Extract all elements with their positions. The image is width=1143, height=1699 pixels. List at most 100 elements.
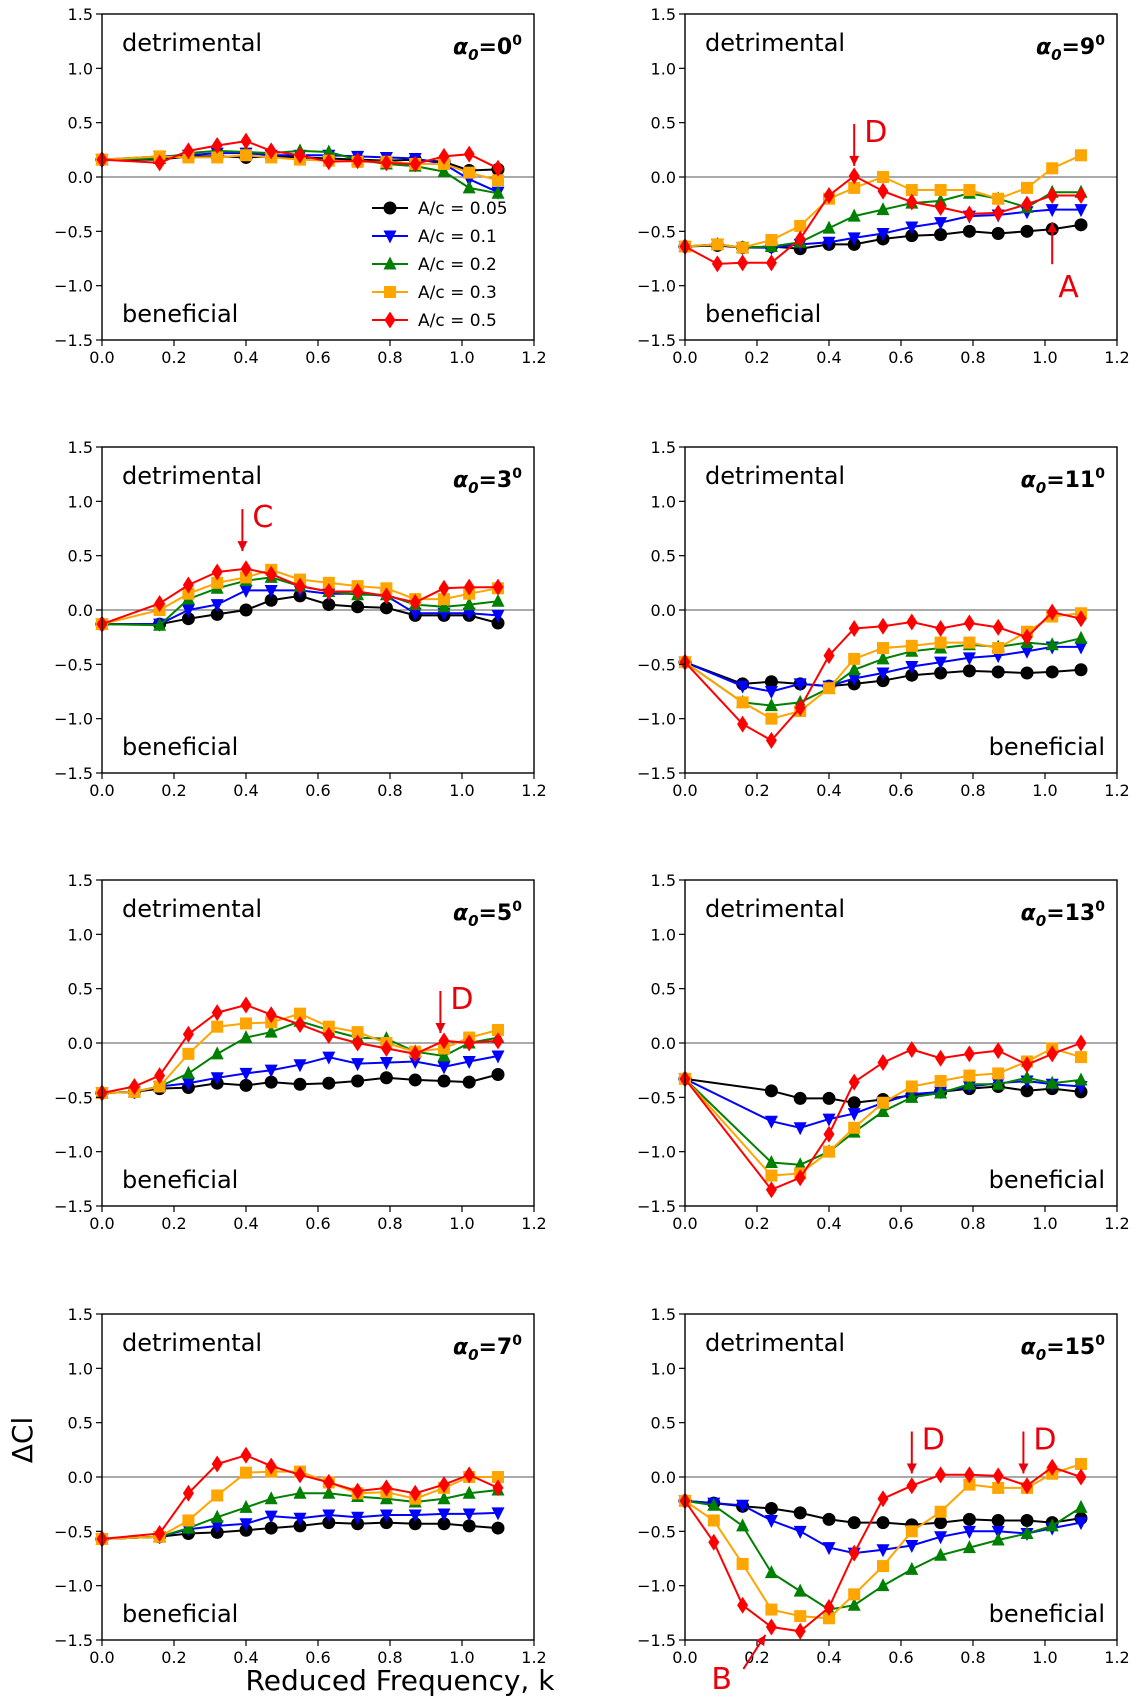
detrimental-label: detrimental <box>705 29 845 57</box>
annotation-letter: D <box>450 982 473 1017</box>
x-tick-label: 0.8 <box>377 348 402 367</box>
data-point <box>240 149 252 162</box>
x-tick-label: 1.0 <box>449 1648 474 1667</box>
data-point <box>991 1513 1005 1527</box>
data-point <box>962 652 976 666</box>
data-point <box>239 1030 253 1044</box>
data-point <box>963 1466 975 1484</box>
data-point <box>437 1508 451 1522</box>
y-tick-label: 0.0 <box>68 1468 93 1487</box>
data-point <box>905 229 919 243</box>
data-point <box>765 1169 778 1182</box>
x-tick-label: 0.2 <box>161 348 186 367</box>
data-point <box>379 601 393 615</box>
data-point <box>264 584 278 598</box>
data-point <box>239 1078 253 1092</box>
detrimental-label: detrimental <box>122 29 262 57</box>
data-point <box>462 1075 476 1089</box>
data-point <box>491 609 505 623</box>
y-tick-label: 1.5 <box>68 871 93 890</box>
data-point <box>437 599 451 613</box>
alpha-label: α0=110 <box>1021 466 1106 497</box>
beneficial-label: beneficial <box>989 1600 1105 1628</box>
data-point <box>736 1499 750 1513</box>
data-point <box>1045 1075 1059 1089</box>
data-point <box>764 686 778 699</box>
data-point <box>264 593 278 607</box>
data-point <box>1075 610 1087 628</box>
data-point <box>1075 186 1087 204</box>
y-axis-label: ΔCl <box>6 1417 39 1463</box>
data-point <box>877 171 889 183</box>
data-point <box>934 217 948 231</box>
y-tick-label: −0.5 <box>637 1522 676 1541</box>
data-point <box>764 675 778 689</box>
x-tick-label: 1.0 <box>1032 348 1057 367</box>
data-point <box>492 1023 504 1036</box>
data-point <box>765 1618 777 1636</box>
data-point <box>876 1544 890 1558</box>
data-point <box>293 1059 307 1073</box>
x-tick-label: 0.8 <box>960 1214 985 1233</box>
y-tick-label: −0.5 <box>54 222 93 241</box>
data-point <box>294 146 306 164</box>
data-point <box>1074 641 1088 655</box>
data-point <box>736 680 750 694</box>
x-tick-label: 1.2 <box>1104 1214 1129 1233</box>
data-point <box>437 1517 451 1531</box>
data-point <box>764 1565 778 1579</box>
data-point <box>906 1041 918 1059</box>
data-point <box>181 612 195 626</box>
data-point <box>935 198 947 216</box>
data-point <box>905 1089 919 1103</box>
data-point <box>764 1084 778 1098</box>
data-point <box>379 1516 393 1530</box>
y-tick-label: −1.5 <box>637 764 676 783</box>
data-point <box>409 155 421 173</box>
data-point <box>351 1026 364 1039</box>
data-point <box>294 1016 306 1034</box>
legend-marker <box>384 286 396 298</box>
data-point <box>992 192 1005 205</box>
data-point <box>294 577 306 595</box>
data-point <box>211 563 223 581</box>
panel-5: 0.0 0.2 0.4 0.6 0.8 1.0 1.2 1.5 1.0 0.5 0.0 −0.5 −1.… <box>54 871 547 1233</box>
x-tick-label: 0.8 <box>960 781 985 800</box>
data-point <box>877 1096 889 1109</box>
data-point <box>1075 149 1087 162</box>
data-point <box>1074 218 1088 232</box>
data-point <box>823 682 835 695</box>
data-point <box>182 1484 194 1502</box>
data-point <box>211 1489 224 1502</box>
data-point <box>265 565 277 583</box>
alpha-label: α0=30 <box>453 466 522 497</box>
data-point <box>462 180 476 194</box>
data-point <box>265 1457 277 1475</box>
data-point <box>822 220 836 234</box>
data-point <box>1021 181 1033 194</box>
x-tick-label: 1.2 <box>521 1648 546 1667</box>
data-point <box>992 1067 1005 1080</box>
x-tick-label: 0.0 <box>672 781 697 800</box>
data-point <box>154 1067 166 1085</box>
data-point <box>323 153 335 171</box>
data-point <box>1074 1499 1088 1513</box>
data-point <box>848 1073 860 1091</box>
y-tick-label: −1.5 <box>637 331 676 350</box>
beneficial-label: beneficial <box>122 1600 238 1628</box>
data-point <box>463 1034 475 1052</box>
data-point <box>1046 162 1059 175</box>
data-point <box>764 1502 778 1516</box>
x-tick-label: 0.0 <box>89 1648 114 1667</box>
data-point <box>905 668 919 682</box>
data-point <box>822 1542 836 1556</box>
data-point <box>293 1512 307 1526</box>
data-point <box>240 132 252 150</box>
x-tick-label: 1.2 <box>1104 1648 1129 1667</box>
data-point <box>491 1068 505 1082</box>
data-point <box>847 662 861 676</box>
y-tick-label: 1.5 <box>651 871 676 890</box>
y-tick-label: 1.5 <box>68 5 93 24</box>
data-point <box>154 1525 166 1543</box>
data-point <box>793 1091 807 1105</box>
